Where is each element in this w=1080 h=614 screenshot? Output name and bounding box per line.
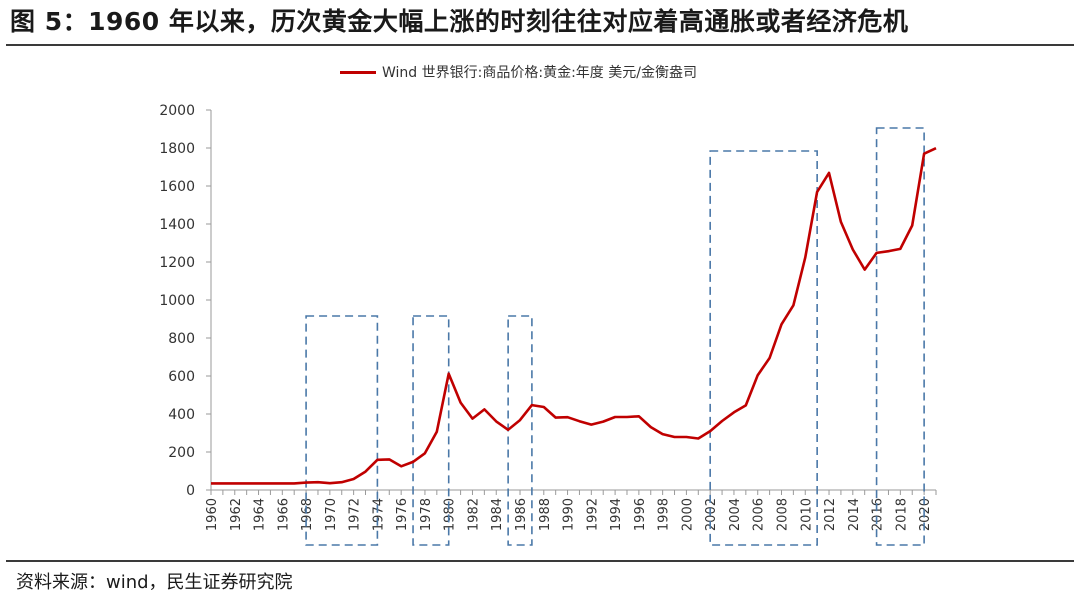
y-tick-label: 1800 (159, 141, 195, 157)
x-tick-label: 1978 (419, 498, 434, 531)
x-tick-label: 2020 (918, 498, 933, 531)
y-tick-label: 1200 (159, 255, 195, 271)
y-tick-label: 1000 (159, 293, 195, 309)
y-tick-label: 1600 (159, 179, 195, 195)
x-tick-label: 1998 (657, 498, 672, 531)
x-tick-label: 1972 (348, 498, 363, 531)
highlight-box (412, 315, 450, 546)
x-tick-label: 2002 (704, 498, 719, 531)
y-tick-label: 600 (168, 369, 195, 385)
y-tick-label: 400 (168, 407, 195, 423)
x-tick-label: 2010 (799, 498, 814, 531)
x-tick-label: 1994 (609, 498, 624, 531)
legend-label: Wind 世界银行:商品价格:黄金:年度 美元/金衡盎司 (382, 65, 697, 81)
x-tick-label: 1982 (466, 498, 481, 531)
x-tick-label: 2004 (728, 498, 743, 531)
y-tick-label: 0 (186, 483, 195, 499)
x-tick-label: 2014 (847, 498, 862, 531)
highlight-box (875, 127, 925, 546)
x-tick-label: 1966 (276, 498, 291, 531)
x-tick-label: 1986 (514, 498, 529, 531)
chart-legend: Wind 世界银行:商品价格:黄金:年度 美元/金衡盎司 (340, 62, 697, 82)
x-tick-label: 1976 (395, 498, 410, 531)
legend-line-swatch (340, 70, 376, 74)
x-tick-label: 1988 (538, 498, 553, 531)
title-rule (6, 44, 1074, 46)
source-rule (6, 560, 1074, 562)
x-tick-label: 1990 (562, 498, 577, 531)
x-tick-label: 2016 (871, 498, 886, 531)
y-tick-label: 2000 (159, 103, 195, 119)
highlight-box (305, 315, 379, 546)
y-tick-label: 1400 (159, 217, 195, 233)
x-tick-label: 2008 (775, 498, 790, 531)
x-tick-label: 1962 (229, 498, 244, 531)
x-tick-label: 2018 (894, 498, 909, 531)
x-tick-label: 1964 (253, 498, 268, 531)
figure-title: 图 5：1960 年以来，历次黄金大幅上涨的时刻往往对应着高通胀或者经济危机 (10, 7, 909, 36)
x-tick-label: 2012 (823, 498, 838, 531)
x-tick-label: 1996 (633, 498, 648, 531)
x-tick-label: 1960 (205, 498, 220, 531)
x-tick-label: 2000 (680, 498, 695, 531)
x-tick-label: 1992 (585, 498, 600, 531)
x-tick-label: 1968 (300, 498, 315, 531)
x-tick-label: 1984 (490, 498, 505, 531)
x-tick-label: 1980 (443, 498, 458, 531)
source-note: 资料来源：wind，民生证券研究院 (16, 572, 293, 593)
x-tick-label: 1970 (324, 498, 339, 531)
x-tick-label: 2006 (752, 498, 767, 531)
highlight-box (709, 150, 818, 546)
y-tick-label: 800 (168, 331, 195, 347)
x-tick-label: 1974 (371, 498, 386, 531)
gold-price-line-chart: 0 200 400 600 800 1000 1200 1400 1600 1800 2000 196… (159, 103, 937, 546)
gold-price-series-line (211, 147, 937, 485)
y-tick-label: 200 (168, 445, 195, 461)
